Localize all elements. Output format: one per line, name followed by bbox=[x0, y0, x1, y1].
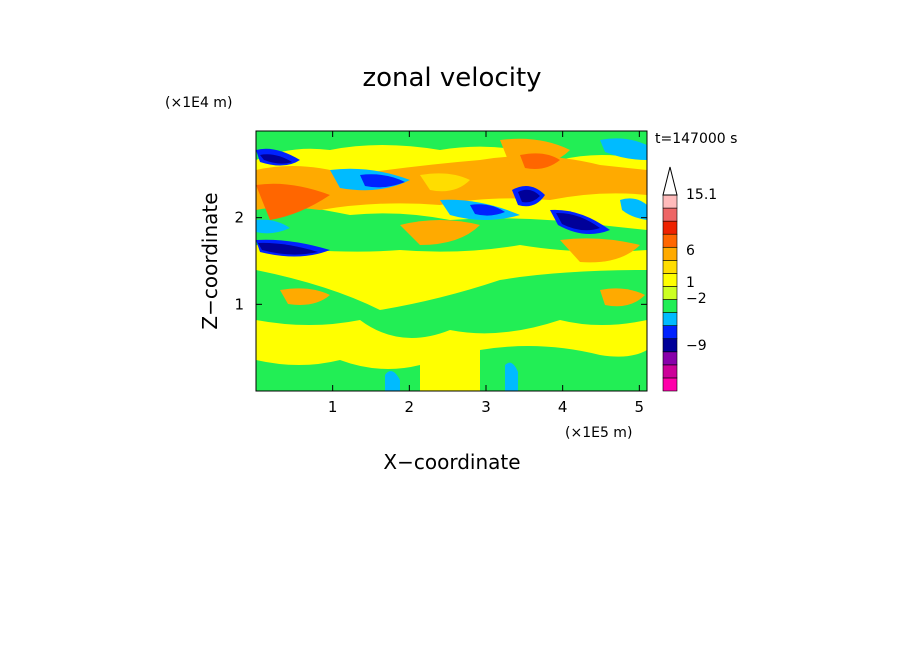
x-unit-label: (×1E5 m) bbox=[565, 425, 632, 441]
contour-field bbox=[256, 131, 647, 391]
x-tick-label: 4 bbox=[558, 398, 568, 416]
colorbar-segment bbox=[662, 233, 678, 248]
colorbar-label: 1 bbox=[686, 275, 695, 291]
x-tick-label: 1 bbox=[328, 398, 338, 416]
x-axis-ticks: 1 2 3 4 5 bbox=[328, 131, 644, 416]
colorbar-segment bbox=[662, 364, 678, 379]
colorbar-segment bbox=[662, 286, 678, 300]
colorbar-extend-arrow bbox=[662, 166, 678, 196]
colorbar-segment bbox=[662, 338, 678, 353]
x-axis-title: X−coordinate bbox=[383, 450, 520, 474]
colorbar-segment bbox=[662, 351, 678, 366]
x-tick-label: 3 bbox=[481, 398, 491, 416]
y-tick-label: 1 bbox=[234, 295, 244, 313]
x-tick-label: 5 bbox=[635, 398, 645, 416]
colorbar-segment bbox=[662, 312, 678, 326]
chart-title: zonal velocity bbox=[362, 63, 541, 93]
colorbar: 15.1 6 1−2 −9 bbox=[662, 166, 717, 392]
colorbar-segment bbox=[662, 325, 678, 340]
plot-frame bbox=[255, 130, 648, 392]
colorbar-segment bbox=[662, 207, 678, 222]
y-unit-label: (×1E4 m) bbox=[165, 95, 232, 111]
y-axis-ticks: 12 bbox=[234, 209, 647, 313]
colorbar-segment bbox=[662, 273, 678, 287]
time-label: t=147000 s bbox=[655, 131, 737, 147]
colorbar-segment bbox=[662, 299, 678, 313]
colorbar-segment bbox=[662, 246, 678, 261]
colorbar-segment bbox=[662, 377, 678, 392]
colorbar-label: 15.1 bbox=[686, 187, 717, 203]
colorbar-segment bbox=[662, 260, 678, 274]
colorbar-label: −9 bbox=[686, 338, 707, 354]
x-tick-label: 2 bbox=[405, 398, 415, 416]
colorbar-label: −2 bbox=[686, 291, 707, 307]
y-axis-title: Z−coordinate bbox=[198, 192, 222, 329]
colorbar-label: 6 bbox=[686, 243, 695, 259]
colorbar-segment bbox=[662, 220, 678, 235]
colorbar-segment bbox=[662, 194, 678, 209]
y-tick-label: 2 bbox=[234, 209, 244, 227]
